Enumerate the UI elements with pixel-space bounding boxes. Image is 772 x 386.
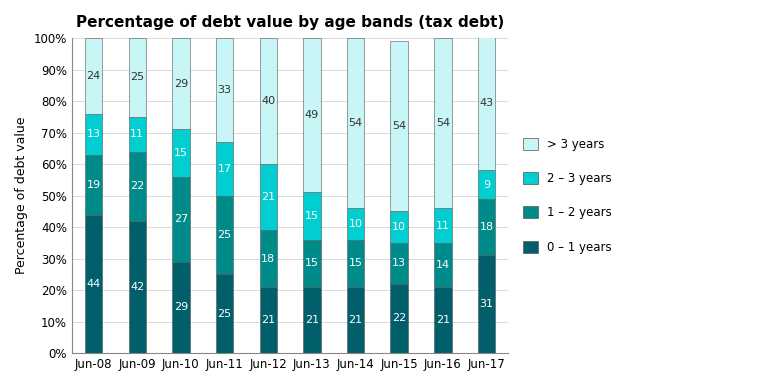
Text: 42: 42 xyxy=(130,282,144,292)
Text: 27: 27 xyxy=(174,214,188,224)
Text: 15: 15 xyxy=(305,211,319,221)
Text: 13: 13 xyxy=(86,129,100,139)
Text: 54: 54 xyxy=(436,118,450,128)
Text: 21: 21 xyxy=(305,315,319,325)
Text: 33: 33 xyxy=(218,85,232,95)
Bar xyxy=(172,129,190,177)
Text: 17: 17 xyxy=(218,164,232,174)
Bar xyxy=(434,208,452,243)
Bar xyxy=(478,199,496,256)
Bar xyxy=(85,38,103,114)
Text: 21: 21 xyxy=(261,192,276,202)
Text: 10: 10 xyxy=(348,219,363,229)
Y-axis label: Percentage of debt value: Percentage of debt value xyxy=(15,117,28,274)
Text: 10: 10 xyxy=(392,222,406,232)
Text: 11: 11 xyxy=(130,129,144,139)
Text: 49: 49 xyxy=(305,110,319,120)
Bar xyxy=(216,196,233,274)
Text: 18: 18 xyxy=(479,222,493,232)
Text: 25: 25 xyxy=(218,230,232,240)
Text: 31: 31 xyxy=(479,299,493,309)
Text: 15: 15 xyxy=(174,148,188,158)
Text: 44: 44 xyxy=(86,279,100,289)
Bar xyxy=(129,221,146,353)
Text: 21: 21 xyxy=(261,315,276,325)
Bar xyxy=(303,38,320,193)
Text: 21: 21 xyxy=(436,315,450,325)
Text: 29: 29 xyxy=(174,303,188,312)
Text: 40: 40 xyxy=(261,96,276,106)
Bar xyxy=(216,142,233,196)
Bar xyxy=(85,155,103,215)
Bar xyxy=(172,38,190,129)
Text: 21: 21 xyxy=(348,315,363,325)
Text: 19: 19 xyxy=(86,179,100,190)
Bar xyxy=(478,35,496,171)
Bar xyxy=(434,38,452,208)
Bar xyxy=(434,287,452,353)
Bar xyxy=(259,38,277,164)
Bar xyxy=(216,274,233,353)
Bar xyxy=(347,240,364,287)
Bar xyxy=(259,164,277,230)
Text: 54: 54 xyxy=(392,121,406,131)
Bar xyxy=(303,240,320,287)
Bar xyxy=(391,243,408,284)
Bar xyxy=(85,114,103,155)
Text: 22: 22 xyxy=(130,181,144,191)
Text: 9: 9 xyxy=(483,179,490,190)
Bar xyxy=(172,177,190,262)
Text: 14: 14 xyxy=(436,260,450,270)
Bar xyxy=(478,171,496,199)
Text: 25: 25 xyxy=(130,73,144,83)
Text: 29: 29 xyxy=(174,79,188,89)
Text: 15: 15 xyxy=(305,258,319,268)
Text: 18: 18 xyxy=(261,254,276,264)
Bar xyxy=(172,262,190,353)
Bar xyxy=(391,41,408,212)
Bar xyxy=(347,208,364,240)
Title: Percentage of debt value by age bands (tax debt): Percentage of debt value by age bands (t… xyxy=(76,15,504,30)
Bar xyxy=(391,284,408,353)
Bar xyxy=(478,256,496,353)
Text: 24: 24 xyxy=(86,71,100,81)
Bar xyxy=(85,215,103,353)
Legend: > 3 years, 2 – 3 years, 1 – 2 years, 0 – 1 years: > 3 years, 2 – 3 years, 1 – 2 years, 0 –… xyxy=(519,133,616,258)
Bar xyxy=(129,38,146,117)
Text: 11: 11 xyxy=(436,220,450,230)
Text: 43: 43 xyxy=(479,98,493,108)
Bar xyxy=(303,193,320,240)
Bar xyxy=(303,287,320,353)
Text: 22: 22 xyxy=(392,313,406,323)
Bar xyxy=(347,287,364,353)
Bar xyxy=(259,287,277,353)
Bar xyxy=(259,230,277,287)
Text: 54: 54 xyxy=(348,118,363,128)
Bar xyxy=(129,117,146,152)
Bar xyxy=(129,152,146,221)
Text: 15: 15 xyxy=(348,258,363,268)
Bar xyxy=(434,243,452,287)
Text: 13: 13 xyxy=(392,258,406,268)
Text: 25: 25 xyxy=(218,309,232,319)
Bar xyxy=(216,38,233,142)
Bar xyxy=(391,212,408,243)
Bar xyxy=(347,38,364,208)
